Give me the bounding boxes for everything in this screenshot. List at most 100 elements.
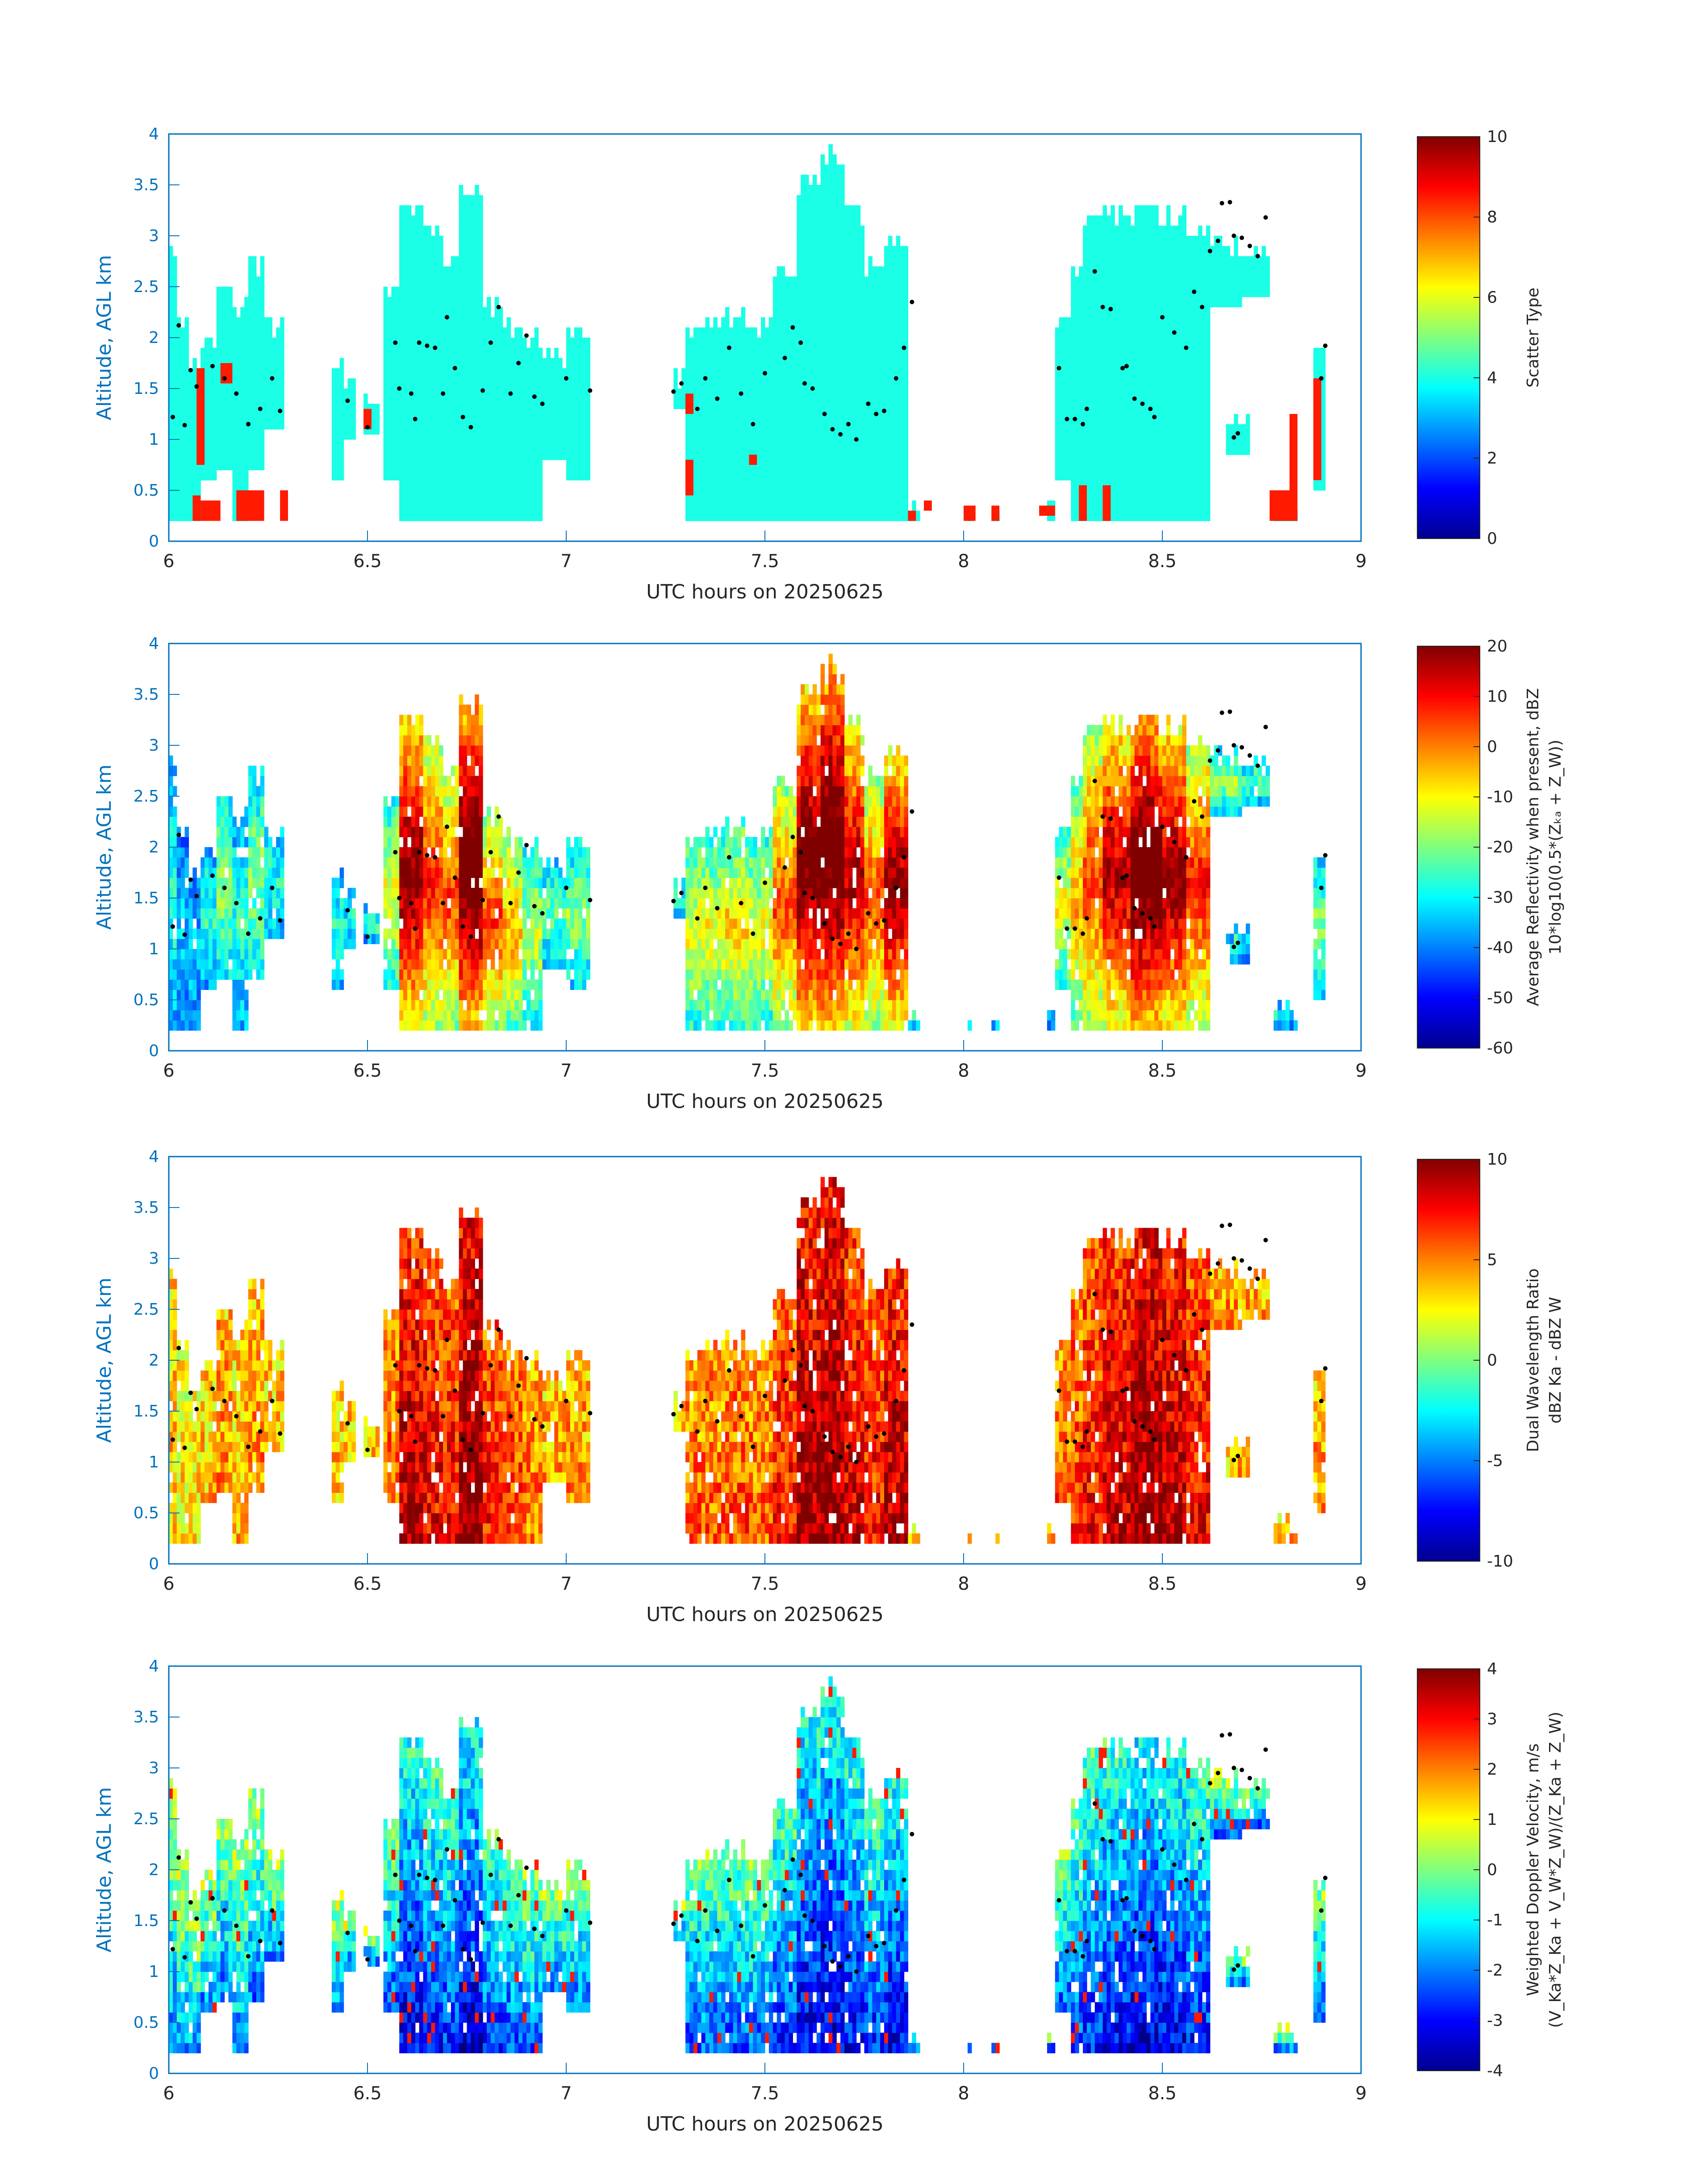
heatmap-cell: [1194, 449, 1199, 460]
heatmap-cell: [904, 338, 908, 348]
heatmap-cell: [1150, 419, 1155, 430]
heatmap-cell: [864, 276, 869, 287]
heatmap-cell: [228, 327, 233, 338]
heatmap-cell: [475, 297, 479, 308]
heatmap-cell: [1170, 439, 1175, 450]
heatmap-cell: [240, 1020, 245, 1031]
heatmap-cell: [1111, 500, 1115, 511]
heatmap-cell: [574, 327, 579, 338]
heatmap-cell: [1206, 368, 1211, 379]
heatmap-cell: [808, 439, 813, 450]
heatmap-cell: [697, 429, 702, 440]
heatmap-cell: [407, 205, 412, 216]
heatmap-cell: [1206, 297, 1211, 308]
heatmap-cell: [797, 368, 801, 379]
heatmap-cell: [765, 510, 769, 521]
heatmap-cell: [212, 368, 217, 379]
heatmap-cell: [844, 347, 849, 359]
heatmap-cell: [459, 490, 464, 501]
heatmap-cell: [1202, 470, 1207, 481]
heatmap-cell: [240, 990, 245, 1000]
heatmap-cell: [705, 409, 710, 419]
heatmap-cell: [737, 398, 742, 409]
heatmap-cell: [475, 368, 479, 379]
heatmap-cell: [212, 939, 217, 949]
heatmap-cell: [868, 500, 873, 511]
heatmap-cell: [1242, 256, 1246, 267]
heatmap-layer: [169, 144, 1326, 521]
heatmap-cell: [824, 389, 829, 399]
heatmap-cell: [1158, 409, 1163, 419]
heatmap-cell: [212, 857, 217, 868]
heatmap-cell: [1094, 419, 1099, 430]
heatmap-cell: [808, 266, 813, 277]
heatmap-cell: [777, 460, 781, 470]
heatmap-cell: [745, 398, 749, 409]
heatmap-cell: [1102, 460, 1107, 470]
heatmap-cell: [816, 490, 821, 501]
heatmap-cell: [721, 460, 726, 470]
heatmap-cell: [1086, 409, 1091, 419]
heatmap-cell: [741, 460, 746, 470]
heatmap-cell: [729, 510, 734, 521]
heatmap-cell: [335, 439, 340, 450]
heatmap-cell: [1059, 347, 1064, 359]
heatmap-cell: [383, 327, 388, 338]
heatmap-cell: [184, 368, 189, 379]
heatmap-cell: [832, 185, 837, 196]
heatmap-cell: [840, 317, 845, 328]
heatmap-cell: [220, 327, 225, 338]
heatmap-cell: [1063, 338, 1067, 348]
heatmap-cell: [860, 398, 865, 409]
heatmap-cell: [184, 378, 189, 389]
heatmap-cell: [1102, 327, 1107, 338]
heatmap-cell: [1206, 256, 1211, 267]
heatmap-cell: [1257, 266, 1262, 277]
heatmap-cell: [435, 480, 439, 491]
panel-reflectivity: 00.511.522.533.54 6 6.5 7 7.5 8 8.5 9 UTC hour…: [93, 635, 1565, 1113]
heatmap-cell: [1119, 389, 1123, 399]
heatmap-cell: [419, 317, 424, 328]
cloud-base-point: [703, 376, 708, 381]
heatmap-cell: [538, 480, 543, 491]
heatmap-cell: [530, 429, 535, 440]
heatmap-cell: [685, 347, 690, 359]
heatmap-cell: [1182, 510, 1186, 521]
heatmap-cell: [1134, 215, 1139, 226]
heatmap-cell: [777, 389, 781, 399]
heatmap-cell: [1146, 419, 1151, 430]
heatmap-cell: [1265, 266, 1270, 277]
heatmap-cell: [1083, 409, 1087, 419]
heatmap-cell: [872, 449, 877, 460]
heatmap-cell: [439, 297, 443, 308]
heatmap-cell: [216, 398, 221, 409]
heatmap-cell: [1234, 444, 1238, 455]
heatmap-cell: [411, 226, 416, 236]
heatmap-cell: [451, 276, 455, 287]
heatmap-cell: [761, 449, 765, 460]
heatmap-cell: [805, 226, 809, 236]
heatmap-cell: [471, 236, 475, 247]
heatmap-cell: [697, 510, 702, 521]
heatmap-cell: [1158, 490, 1163, 501]
heatmap-cell: [205, 939, 209, 949]
heatmap-cell: [733, 358, 738, 368]
heatmap-cell: [530, 347, 535, 359]
heatmap-cell: [864, 510, 869, 521]
heatmap-cell: [172, 327, 177, 338]
heatmap-cell: [733, 470, 738, 481]
heatmap-cell: [427, 378, 431, 389]
heatmap-cell: [399, 338, 404, 348]
heatmap-cell: [880, 368, 885, 379]
heatmap-cell: [781, 358, 785, 368]
heatmap-cell: [816, 327, 821, 338]
heatmap-cell: [574, 368, 579, 379]
heatmap-cell: [1178, 500, 1183, 511]
heatmap-cell: [749, 338, 753, 348]
heatmap-cell: [232, 470, 237, 481]
heatmap-cell: [848, 480, 853, 491]
heatmap-cell: [880, 470, 885, 481]
heatmap-cell: [705, 317, 710, 328]
heatmap-cell: [514, 439, 519, 450]
heatmap-cell: [498, 449, 503, 460]
